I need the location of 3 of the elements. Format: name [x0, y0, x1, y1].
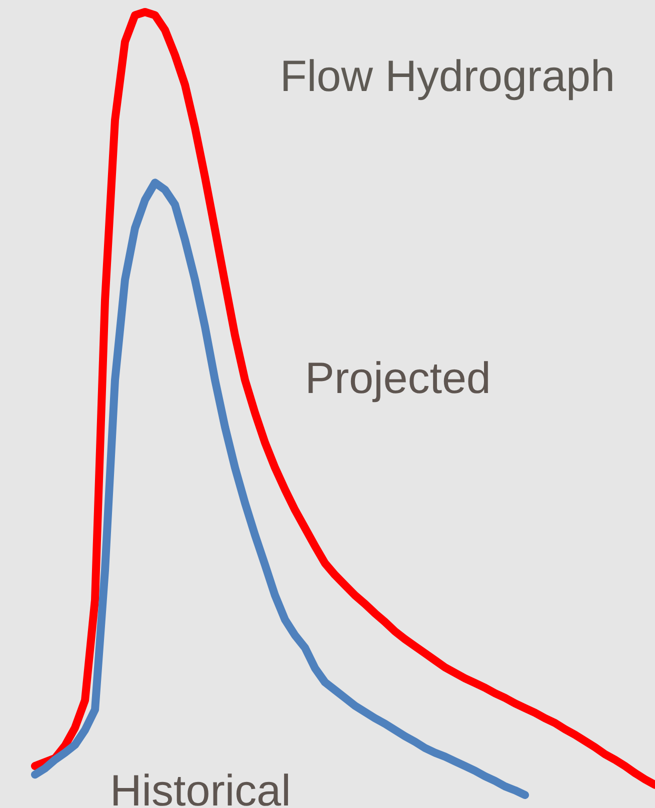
text: Flow Hydrograph [280, 52, 615, 101]
series-label: Projected [305, 354, 491, 404]
series-label: Historical [110, 766, 291, 808]
